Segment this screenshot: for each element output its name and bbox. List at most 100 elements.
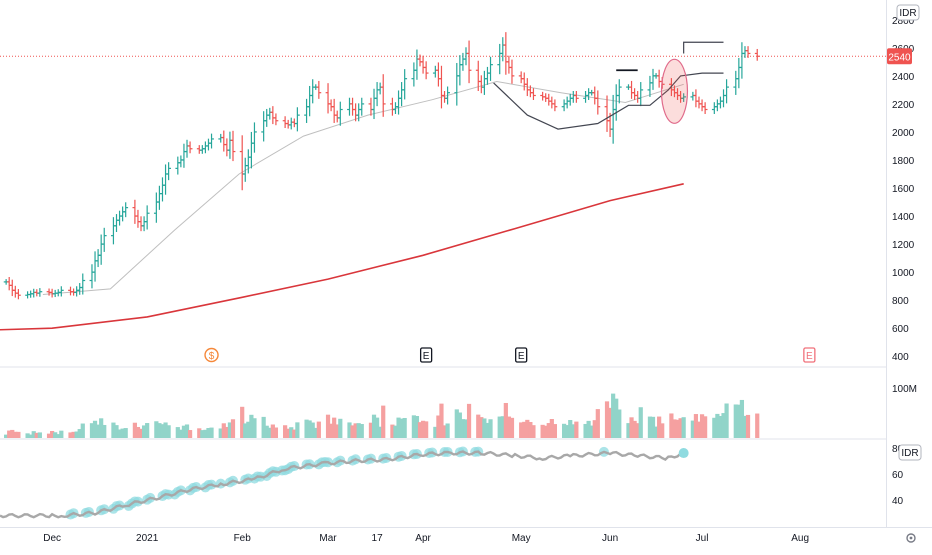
last-price-tag-box [887,48,912,65]
price-bar [58,286,64,297]
volume-bar [439,403,444,438]
volume-bar [206,428,211,438]
price-bar [693,89,699,108]
volume-bar [371,414,377,438]
price-bar [445,86,450,105]
volume-bar [56,434,61,438]
price-bar [95,249,101,268]
price-bar [478,75,484,94]
moving-average-short-line [42,80,684,295]
volume-bar [718,415,723,438]
price-bar [68,286,73,296]
time-tick-label: Feb [234,533,252,544]
volume-bar [503,402,508,438]
price-bar [15,289,21,300]
price-bar [157,185,162,210]
volume-bar [230,419,236,438]
volume-bar [111,422,116,438]
price-bar [175,156,181,175]
price-bar [6,277,12,291]
volume-bar [46,433,52,438]
volume-bar [690,420,695,438]
price-bar [328,99,334,112]
settings-gear-icon[interactable] [906,533,916,543]
volume-bar [742,415,748,438]
price-bar [270,106,276,125]
price-bar [754,48,760,61]
earnings-icon [803,347,816,363]
price-bar [439,65,444,109]
pattern-annotation-layer [493,41,724,130]
volume-bar [335,424,340,438]
volume-bar [736,404,741,438]
price-bar [411,62,417,87]
price-bar [196,145,202,154]
price-bar [457,55,463,86]
volume-bar [745,414,751,438]
price-bar [203,141,208,154]
volume-bar [356,423,361,438]
price-bar [187,141,193,154]
volume-bar [350,425,355,438]
price-bar [466,40,472,84]
volume-bar [571,424,576,438]
volume-bar [175,427,180,438]
price-bar [460,52,466,71]
price-bar [613,84,619,121]
volume-bar [393,425,398,438]
volume-bar [243,423,248,438]
rs-tick-label: 40 [892,496,904,507]
volume-bar [50,430,55,438]
price-bar [294,107,300,132]
volume-bar [445,423,450,438]
volume-bar [724,403,729,438]
volume-bar [273,427,279,438]
price-bar [264,108,270,127]
volume-bar [454,409,459,438]
price-bar [647,75,653,97]
price-bar [77,283,83,295]
price-bar [138,216,144,232]
volume-bar [313,427,318,438]
volume-bar [586,420,591,438]
volume-bar [13,431,18,438]
volume-bar [181,425,187,438]
cup-pattern-line [493,72,724,130]
volume-bar [617,409,622,438]
last-price-tag: 2540 [887,48,912,65]
volume-bar [396,417,401,438]
price-bar [552,99,558,112]
volume-bar [292,429,297,438]
volume-bar [546,423,551,438]
price-bar [224,138,230,157]
volume-bar [200,430,205,438]
volume-bar [307,420,312,438]
volume-bar [614,398,619,438]
price-bar [117,210,122,226]
price-bar [546,93,552,106]
volume-bar [246,421,251,438]
price-bar [9,279,15,297]
volume-bar [117,429,122,438]
volume-bar [693,414,699,438]
volume-bar [699,414,705,438]
price-tick-label: 1600 [892,184,915,195]
volume-bar [574,421,579,438]
volume-bar [283,425,288,438]
price-bar [635,91,641,103]
price-bar [586,88,592,100]
volume-bar [102,424,107,438]
volume-bar [565,425,570,438]
gear-ring [906,533,916,543]
price-tick-label: 1400 [892,212,915,223]
volume-bar [138,428,144,438]
volume-bar [568,420,573,438]
volume-bar [240,406,245,438]
volume-bar [261,416,266,438]
volume-bar [549,419,554,438]
volume-bar [68,432,73,438]
volume-bar [218,428,223,438]
volume-bar [739,399,745,438]
price-bar [307,85,313,117]
